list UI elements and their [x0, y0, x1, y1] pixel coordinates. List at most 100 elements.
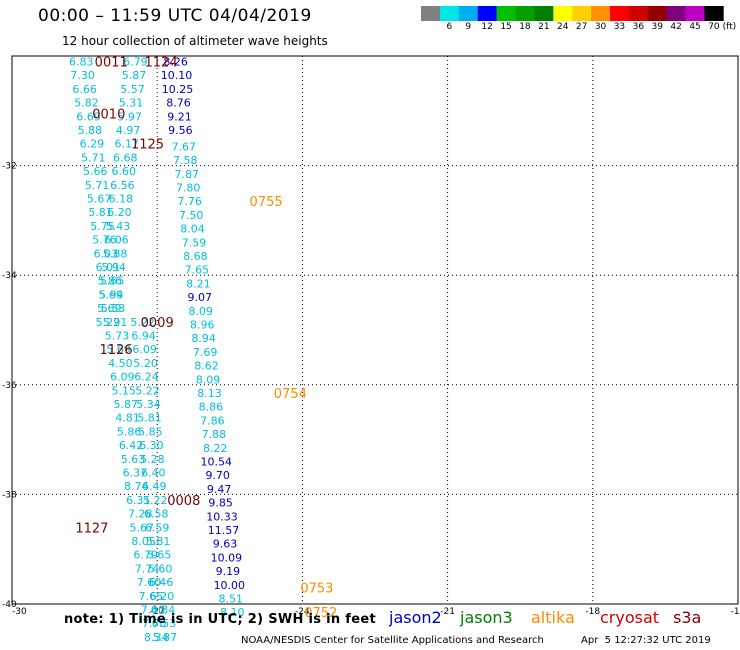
wave-height-value: 6.56 — [110, 179, 135, 192]
wave-height-value: 5.71 — [81, 151, 106, 164]
wave-height-value: 6.34 — [151, 603, 176, 616]
note-text: note: 1) Time is in UTC; 2) SWH is in fe… — [64, 612, 376, 627]
satellite-label-altika: altika — [531, 608, 575, 627]
legend-swatch — [496, 6, 516, 21]
wave-height-value: 7.65 — [139, 590, 164, 603]
legend-swatch — [477, 6, 497, 21]
wave-height-value: 4.97 — [116, 124, 141, 137]
wave-height-value: 5.69 — [106, 343, 131, 356]
wave-height-value: 10.25 — [162, 83, 194, 96]
pass-time-label: 0755 — [250, 195, 283, 210]
legend-swatch — [685, 6, 705, 21]
wave-height-value: 6.83 — [69, 55, 94, 68]
wave-height-value: 5.34 — [136, 398, 161, 411]
wave-height-value: 6.29 — [80, 138, 105, 151]
legend-tick-label: 39 — [651, 22, 663, 32]
color-legend-bar — [421, 6, 724, 21]
pass-time-label: 0010 — [92, 108, 125, 123]
wave-height-value: 5.73 — [105, 329, 130, 342]
wave-height-value: 6.20 — [150, 590, 175, 603]
legend-swatch — [572, 6, 592, 21]
wave-height-value: 5.71 — [85, 179, 110, 192]
x-tick-label: -24 — [295, 607, 310, 617]
wave-height-value: 7.80 — [176, 182, 201, 195]
wave-height-value: 6.58 — [144, 508, 169, 521]
footer-timestamp: Apr 5 12:27:32 UTC 2019 — [581, 635, 711, 646]
legend-tick-label: 6 — [446, 22, 453, 32]
wave-height-value: 7.74 — [135, 562, 160, 575]
wave-height-value: 6.20 — [107, 206, 132, 219]
legend-tick-label: 70 — [708, 22, 720, 32]
wave-height-value: 8.05 — [131, 535, 156, 548]
wave-height-value: 8.26 — [163, 55, 188, 68]
legend-tick-label: 42 — [670, 22, 682, 32]
wave-height-value: 5.53 — [101, 302, 126, 315]
satellite-label-cryosat: cryosat — [600, 608, 660, 627]
wave-height-value: 8.10 — [220, 606, 245, 619]
wave-height-value: 6.69 — [76, 110, 101, 123]
pass-time-label: 1126 — [100, 343, 133, 358]
wave-height-value: 7.88 — [202, 428, 227, 441]
wave-height-value: 5.88 — [78, 124, 103, 137]
wave-height-value: 6.24 — [134, 371, 159, 384]
wave-height-value: 10.54 — [200, 456, 232, 469]
wave-height-value: 4.81 — [115, 412, 140, 425]
footer-credit: NOAA/NESDIS Center for Satellite Applica… — [241, 635, 544, 646]
wave-height-value: 6.18 — [109, 192, 134, 205]
pass-time-label: 1124 — [145, 55, 178, 70]
x-tick-label: -15 — [731, 607, 740, 617]
wave-height-value: 6.09 — [110, 371, 135, 384]
wave-height-value: 7.70 — [142, 617, 167, 630]
wave-height-value: 7.50 — [179, 209, 204, 222]
wave-height-value: 6.40 — [141, 466, 166, 479]
legend-swatch — [628, 6, 649, 21]
legend-swatch — [515, 6, 535, 21]
wave-height-value: 5.20 — [133, 357, 158, 370]
page-subtitle: 12 hour collection of altimeter wave hei… — [62, 34, 328, 48]
wave-height-value: 7.60 — [137, 576, 162, 589]
wave-height-value: 6.30 — [139, 439, 164, 452]
wave-height-value: 6.79 — [133, 549, 158, 562]
wave-height-value: 11.57 — [208, 524, 240, 537]
wave-height-value: 7.69 — [193, 346, 218, 359]
wave-height-value: 5.69 — [98, 288, 123, 301]
wave-height-value: 5.86 — [98, 275, 123, 288]
wave-height-value: 5.94 — [101, 261, 126, 274]
wave-height-value: 5.67 — [87, 192, 112, 205]
x-tick-label: -27 — [150, 607, 165, 617]
wave-height-value: 5.87 — [153, 631, 178, 644]
wave-height-value: 5.43 — [106, 220, 131, 233]
wave-height-value: 9.70 — [205, 469, 230, 482]
legend-swatch — [666, 6, 686, 21]
pass-time-label: 1127 — [75, 521, 108, 536]
wave-height-value: 8.04 — [180, 223, 205, 236]
x-tick-label: -21 — [440, 607, 455, 617]
y-tick-label: -38 — [2, 490, 17, 500]
wave-height-value: 5.86 — [117, 425, 142, 438]
pass-time-label: 1125 — [131, 138, 164, 153]
wave-height-value: 8.13 — [197, 387, 222, 400]
legend-swatch — [591, 6, 611, 21]
legend-swatch — [439, 6, 460, 21]
wave-height-value: 5.65 — [147, 549, 172, 562]
wave-height-value: 10.10 — [161, 69, 193, 82]
legend-tick-label: 21 — [538, 22, 550, 32]
wave-height-value: 6.79 — [123, 55, 148, 68]
legend-tick-label: 30 — [594, 22, 607, 32]
y-tick-label: -36 — [2, 381, 17, 391]
wave-height-value: 10.09 — [211, 551, 243, 564]
legend-tick-label: 15 — [500, 22, 512, 32]
wave-height-value: 8.22 — [203, 442, 228, 455]
wave-height-value: 6.03 — [94, 247, 119, 260]
wave-height-value: 8.51 — [219, 593, 244, 606]
wave-height-value: 5.94 — [99, 288, 124, 301]
wave-height-value: 5.97 — [117, 110, 142, 123]
wave-height-value: 9.63 — [213, 538, 238, 551]
wave-height-value: 6.59 — [145, 521, 170, 534]
wave-height-value: 8.09 — [189, 305, 214, 318]
wave-height-value: 5.28 — [140, 453, 165, 466]
satellite-label-jason2: jason2 — [389, 608, 442, 627]
wave-height-value: 5.81 — [146, 535, 171, 548]
legend-swatch — [553, 6, 573, 21]
